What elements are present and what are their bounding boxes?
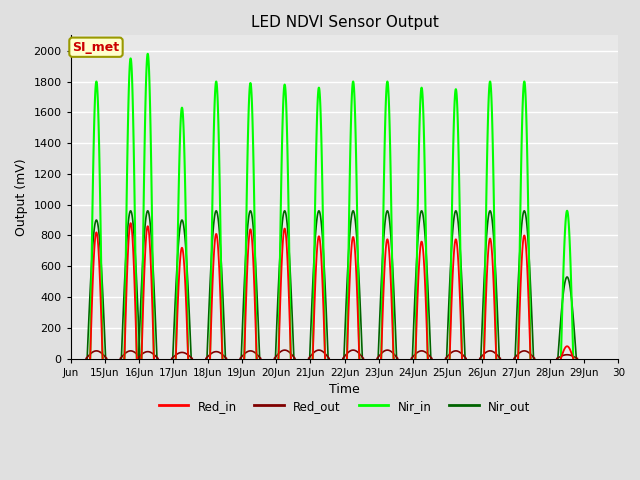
Y-axis label: Output (mV): Output (mV) [15,158,28,236]
Legend: Red_in, Red_out, Nir_in, Nir_out: Red_in, Red_out, Nir_in, Nir_out [154,395,535,417]
Text: SI_met: SI_met [72,41,120,54]
Title: LED NDVI Sensor Output: LED NDVI Sensor Output [251,15,438,30]
X-axis label: Time: Time [329,383,360,396]
